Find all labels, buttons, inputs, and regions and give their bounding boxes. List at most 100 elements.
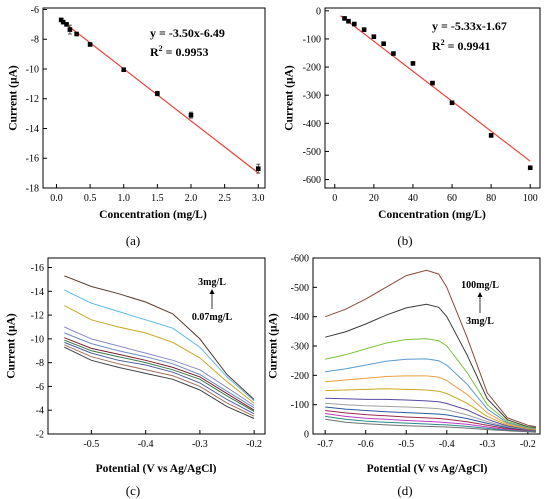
- r-squared: R2 = 0.9953: [150, 44, 209, 59]
- fit-line: [340, 15, 531, 162]
- data-point: [67, 27, 73, 32]
- r-squared-label: R: [150, 45, 159, 59]
- y-tick-label: -100: [303, 34, 321, 45]
- annotation-arrow-head: [209, 289, 215, 294]
- panel-label: (b): [397, 233, 412, 248]
- x-tick-label: -0.6: [358, 439, 374, 450]
- data-point: [60, 19, 66, 25]
- annotation-top: 3mg/L: [198, 277, 226, 288]
- panel-label: (c): [126, 483, 140, 498]
- series-line: [325, 303, 536, 428]
- y-tick-label: -6: [36, 382, 44, 393]
- series-line: [64, 326, 255, 406]
- x-tick-label: 20: [369, 193, 379, 204]
- series-line: [325, 338, 536, 429]
- r-squared: R2 = 0.9941: [432, 38, 491, 53]
- series-line: [64, 275, 255, 400]
- y-tick-label: -8: [36, 358, 44, 369]
- data-point: [342, 16, 347, 21]
- x-tick-label: 0.0: [50, 193, 63, 204]
- y-tick-label: -200: [303, 63, 321, 74]
- data-point: [74, 31, 79, 37]
- plot-frame: [42, 7, 266, 189]
- fit-equation: y = -5.33x-1.67: [432, 19, 507, 33]
- data-point: [391, 51, 396, 56]
- x-tick-label: 3.0: [252, 193, 265, 204]
- y-tick-label: 0: [316, 6, 321, 17]
- panel-d: -0.7 -0.6 -0.5 -0.4 -0.3 -0.2 -600 -500 -400 -300…: [268, 254, 541, 498]
- panel-b: 0 20 40 60 80 100 0 -100 -200 -300 -400 -500 -600 Con…: [284, 6, 541, 248]
- y-tick-label: -14: [31, 287, 44, 298]
- y-tick-label: 0: [304, 430, 309, 441]
- x-axis-label: Concentration (mg/L): [99, 209, 207, 221]
- y-tick-label: -18: [26, 184, 39, 195]
- x-tick-label: 0: [332, 193, 337, 204]
- data-point: [352, 21, 357, 27]
- data-point: [381, 41, 386, 47]
- series-line: [325, 406, 536, 432]
- data-point: [410, 61, 416, 66]
- series-line: [325, 415, 536, 433]
- data-point: [361, 27, 367, 32]
- panel-label: (a): [126, 233, 140, 248]
- series-line: [64, 305, 255, 404]
- data-point: [430, 80, 435, 86]
- x-axis-label: Potential (V vs Ag/AgCl): [367, 463, 488, 475]
- y-tick-label: -16: [31, 263, 44, 274]
- y-tick-label: -100: [291, 400, 309, 411]
- x-tick-label: -0.7: [317, 439, 333, 450]
- y-tick-label: -400: [291, 312, 309, 323]
- annotation-top: 100mg/L: [461, 280, 499, 291]
- data-point: [188, 112, 194, 118]
- x-tick-label: -0.2: [246, 439, 262, 450]
- y-tick-label: -500: [291, 283, 309, 294]
- r-squared-exponent: 2: [441, 38, 445, 47]
- data-point: [155, 91, 160, 96]
- y-tick-label: -12: [26, 94, 39, 105]
- y-tick-label: -2: [36, 430, 44, 441]
- x-tick-label: -0.4: [138, 439, 154, 450]
- y-tick-label: -12: [31, 311, 44, 322]
- fit-line: [59, 18, 259, 174]
- data-point: [488, 133, 494, 138]
- x-tick-label: -0.5: [83, 439, 99, 450]
- y-tick-label: -14: [26, 124, 39, 135]
- y-tick-label: -8: [31, 35, 39, 46]
- x-tick-label: 1.0: [117, 193, 130, 204]
- panel-a: 0.0 0.5 1.0 1.5 2.0 2.5 3.0 -6 -8 -10 -12 -14 -16 -18…: [8, 5, 266, 248]
- y-tick-label: -10: [31, 334, 44, 345]
- y-tick-label: -500: [303, 147, 321, 158]
- r-squared-value: = 0.9941: [445, 39, 491, 53]
- r-squared-exponent: 2: [159, 44, 163, 53]
- series-line: [325, 418, 536, 433]
- x-tick-label: 60: [447, 193, 457, 204]
- y-axis-label: Current (µA): [268, 313, 280, 379]
- y-tick-label: -16: [26, 154, 39, 165]
- annotation-bottom: 3mg/L: [466, 316, 494, 327]
- y-tick-label: -6: [31, 5, 39, 16]
- data-point: [527, 165, 533, 171]
- panel-label: (d): [397, 483, 412, 498]
- annotation-arrow-head: [477, 292, 483, 297]
- series-line: [64, 289, 255, 402]
- x-tick-label: 2.5: [218, 193, 231, 204]
- data-point: [121, 67, 127, 73]
- fit-equation: y = -3.50x-6.49: [150, 26, 225, 40]
- series-line: [325, 397, 536, 431]
- series-line: [64, 332, 255, 409]
- x-tick-label: -0.2: [520, 439, 536, 450]
- data-point: [449, 100, 455, 106]
- series-line: [325, 413, 536, 433]
- data-point: [64, 22, 69, 27]
- series-line: [64, 346, 255, 419]
- y-tick-label: -300: [303, 91, 321, 102]
- x-tick-label: -0.5: [398, 439, 414, 450]
- y-axis-label: Current (µA): [6, 313, 18, 379]
- annotation-bottom: 0.07mg/L: [192, 312, 233, 323]
- x-tick-label: 1.5: [151, 193, 164, 204]
- y-tick-label: -4: [36, 406, 44, 417]
- y-tick-label: -400: [303, 119, 321, 130]
- data-point: [87, 42, 93, 47]
- x-axis-label: Potential (V vs Ag/AgCl): [96, 463, 217, 475]
- x-tick-label: 0.5: [84, 193, 97, 204]
